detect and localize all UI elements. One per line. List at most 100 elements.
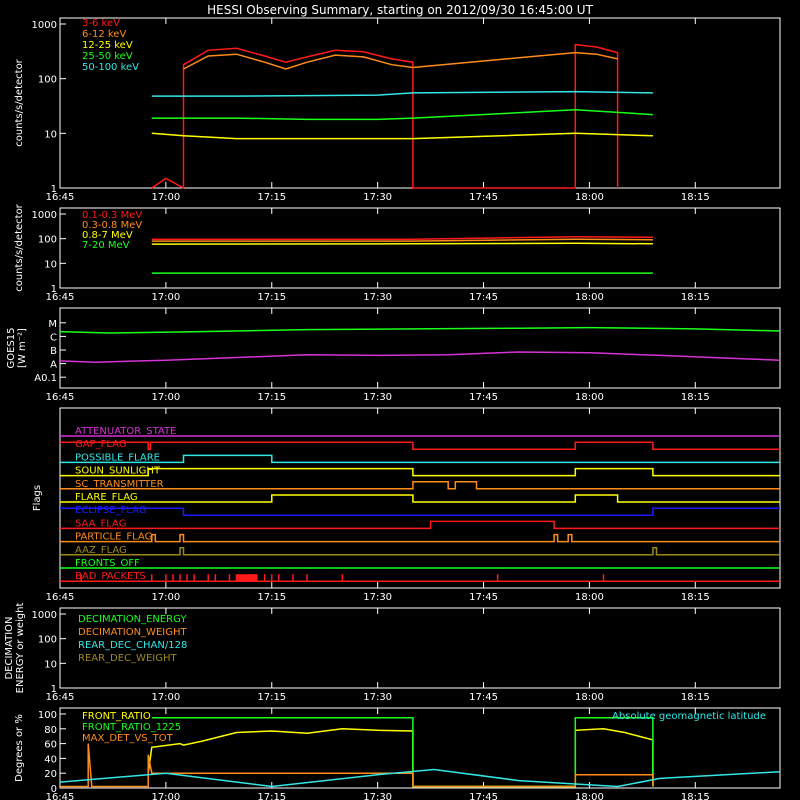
x-tick-label: 16:45 bbox=[46, 592, 75, 603]
y-tick-label: 60 bbox=[44, 740, 57, 751]
x-tick-label: 17:45 bbox=[469, 592, 498, 603]
panel-frame bbox=[59, 207, 781, 289]
x-tick-label: 17:15 bbox=[257, 392, 286, 403]
x-tick-label: 17:45 bbox=[469, 192, 498, 203]
x-tick-label: 16:45 bbox=[46, 192, 75, 203]
x-tick-label: 18:00 bbox=[575, 192, 604, 203]
y-tick-label: 10 bbox=[44, 259, 57, 270]
y-tick-label: 100 bbox=[38, 235, 57, 246]
y-tick-label: 100 bbox=[38, 710, 57, 721]
y-axis-label: GOES15 bbox=[6, 327, 17, 368]
x-tick-label: 17:00 bbox=[151, 192, 180, 203]
series-line-goes-short bbox=[59, 351, 781, 363]
y-tick-label: 1 bbox=[51, 684, 57, 695]
series-line-50-100-kev bbox=[151, 90, 653, 97]
x-tick-label: 17:15 bbox=[257, 792, 286, 800]
y-tick-label: 1000 bbox=[32, 610, 57, 621]
y-tick-label: 40 bbox=[44, 754, 57, 765]
y-tick-label: B bbox=[50, 346, 57, 357]
flag-label: GAP_FLAG bbox=[75, 439, 127, 450]
y-axis-label: ENERGY or weight bbox=[15, 603, 26, 694]
y-tick-label: 1000 bbox=[32, 210, 57, 221]
y-tick-label: 100 bbox=[38, 75, 57, 86]
series-line-max-det-vs-tot bbox=[60, 743, 654, 788]
flag-label: POSSIBLE_FLARE bbox=[75, 452, 160, 463]
x-tick-label: 17:00 bbox=[151, 692, 180, 703]
y-tick-label: A0.1 bbox=[34, 373, 57, 384]
y-axis-label: counts/s/detector bbox=[14, 58, 25, 146]
series-line-0-8-7-mev bbox=[151, 242, 653, 245]
x-tick-label: 17:00 bbox=[151, 392, 180, 403]
x-tick-label: 18:15 bbox=[681, 292, 710, 303]
flag-label: SOUN_SUNLIGHT bbox=[75, 466, 161, 477]
legend-entry: 25-50 keV bbox=[82, 51, 133, 62]
series-line-absolute-geomagnetic-latitude bbox=[59, 768, 781, 788]
x-tick-label: 18:15 bbox=[681, 192, 710, 203]
flag-label: SAA_FLAG bbox=[75, 518, 126, 529]
y-tick-label: C bbox=[50, 332, 57, 343]
y-axis-label: DECIMATION bbox=[4, 616, 15, 679]
series-line-flare-flag bbox=[60, 494, 780, 503]
x-tick-label: 17:15 bbox=[257, 692, 286, 703]
y-tick-label: 80 bbox=[44, 725, 57, 736]
panel-frame bbox=[59, 707, 781, 789]
y-tick-label: 20 bbox=[44, 769, 57, 780]
x-tick-label: 17:30 bbox=[363, 392, 392, 403]
x-tick-label: 17:15 bbox=[257, 192, 286, 203]
legend-entry: 3-6 keV bbox=[82, 18, 120, 29]
y-tick-label: 1000 bbox=[32, 20, 57, 31]
x-tick-label: 17:00 bbox=[151, 292, 180, 303]
flag-label: FLARE_FLAG bbox=[75, 492, 138, 503]
series-line-sc-transmitter bbox=[60, 481, 780, 490]
series-line-possible-flare bbox=[60, 454, 780, 464]
flag-label: ATTENUATOR_STATE bbox=[75, 426, 176, 437]
x-tick-label: 17:30 bbox=[363, 292, 392, 303]
panel-goes: 16:45 17:00 17:15 17:30 17:45 18:00 18:15 A0.1 A… bbox=[6, 307, 781, 403]
flag-label: ECLIPSE_FLAG bbox=[75, 505, 146, 516]
x-tick-label: 17:15 bbox=[257, 592, 286, 603]
bad-packet-cluster bbox=[236, 574, 258, 582]
legend-entry: 0.3-0.8 MeV bbox=[82, 220, 142, 231]
x-tick-label: 16:45 bbox=[46, 292, 75, 303]
x-tick-label: 17:30 bbox=[363, 592, 392, 603]
x-tick-label: 18:15 bbox=[681, 392, 710, 403]
y-tick-label: 10 bbox=[44, 659, 57, 670]
flag-label: FRONTS_OFF bbox=[75, 558, 140, 569]
x-tick-label: 16:45 bbox=[46, 692, 75, 703]
legend-entry: FRONT_RATIO_1225 bbox=[82, 722, 181, 733]
flag-label: SC_TRANSMITTER bbox=[75, 479, 164, 490]
series-line-front-ratio bbox=[147, 728, 654, 788]
x-tick-label: 18:15 bbox=[681, 592, 710, 603]
legend-entry: 12-25 keV bbox=[82, 40, 133, 51]
x-tick-label: 17:30 bbox=[363, 692, 392, 703]
y-tick-label: 10 bbox=[44, 129, 57, 140]
x-tick-label: 17:45 bbox=[469, 692, 498, 703]
panel-frame bbox=[59, 407, 781, 589]
panel-frame bbox=[59, 607, 781, 689]
x-tick-label: 18:00 bbox=[575, 292, 604, 303]
legend-entry: DECIMATION_ENERGY bbox=[78, 614, 187, 625]
y-tick-label: M bbox=[48, 319, 57, 330]
legend-entry: FRONT_RATIO bbox=[82, 711, 151, 722]
panel-decimation: 16:45 17:00 17:15 17:30 17:45 18:00 18:15 1 10 10… bbox=[4, 603, 781, 703]
y-axis-label: counts/s/detector bbox=[14, 203, 25, 291]
x-tick-label: 18:00 bbox=[575, 692, 604, 703]
panel-frame bbox=[59, 17, 781, 189]
series-line-3-6-kev bbox=[151, 43, 619, 190]
legend-entry: DECIMATION_WEIGHT bbox=[78, 627, 187, 638]
y-tick-label: 0 bbox=[51, 784, 57, 795]
y-axis-label: Degrees or % bbox=[14, 714, 25, 782]
x-tick-label: 18:00 bbox=[575, 792, 604, 800]
series-line-25-50-kev bbox=[151, 109, 653, 121]
panel-gamma-counts: 16:45 17:00 17:15 17:30 17:45 18:00 18:15 1 10 10… bbox=[14, 203, 781, 303]
x-tick-label: 17:45 bbox=[469, 392, 498, 403]
series-line-12-25-kev bbox=[151, 132, 653, 140]
x-tick-label: 17:00 bbox=[151, 792, 180, 800]
x-tick-label: 18:15 bbox=[681, 792, 710, 800]
x-tick-label: 17:30 bbox=[363, 792, 392, 800]
panel-ratios: 16:45 17:00 17:15 17:30 17:45 18:00 18:15 0 20 40… bbox=[14, 707, 781, 800]
legend-entry: 0.1-0.3 MeV bbox=[82, 210, 142, 221]
x-tick-label: 17:45 bbox=[469, 292, 498, 303]
legend-entry: 7-20 MeV bbox=[82, 240, 130, 251]
